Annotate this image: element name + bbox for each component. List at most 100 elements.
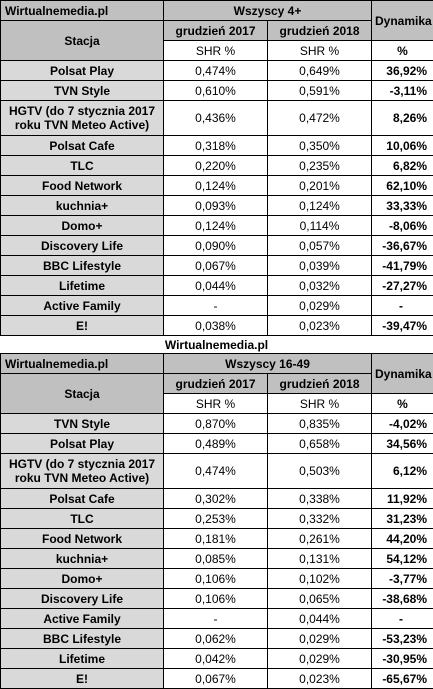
share-2018: 0,044% (268, 609, 372, 629)
dynamics-value: 34,56% (372, 434, 433, 454)
dynamics-unit-header: % (372, 41, 433, 61)
dynamics-value: -3,11% (372, 81, 433, 101)
unit-2017-header: SHR % (164, 394, 268, 414)
share-2017: - (164, 296, 268, 316)
share-2018: 0,032% (268, 276, 372, 296)
share-2017: 0,610% (164, 81, 268, 101)
share-2018: 0,350% (268, 136, 372, 156)
share-2018: 0,131% (268, 549, 372, 569)
period-2017-header: grudzień 2017 (164, 21, 268, 41)
share-2018: 0,658% (268, 434, 372, 454)
dynamics-value: -8,06% (372, 216, 433, 236)
watermark-text: Wirtualnemedia.pl (0, 336, 433, 353)
share-2018: 0,029% (268, 296, 372, 316)
table-row: HGTV (do 7 stycznia 2017 roku TVN Meteo … (1, 101, 433, 136)
dynamics-value: -30,95% (372, 649, 433, 669)
dynamics-value: 44,20% (372, 529, 433, 549)
table-row: Active Family-0,044%- (1, 609, 433, 629)
dynamics-value: -4,02% (372, 414, 433, 434)
share-2018: 0,235% (268, 156, 372, 176)
table-row: E!0,067%0,023%-65,67% (1, 669, 433, 689)
share-2017: 0,124% (164, 176, 268, 196)
station-name: TVN Style (1, 81, 164, 101)
station-name: Discovery Life (1, 236, 164, 256)
dynamics-value: - (372, 609, 433, 629)
dynamics-value: 11,92% (372, 489, 433, 509)
share-2018: 0,472% (268, 101, 372, 136)
station-name: E! (1, 316, 164, 336)
station-name: BBC Lifestyle (1, 629, 164, 649)
station-name: Discovery Life (1, 589, 164, 609)
station-name: Polsat Cafe (1, 136, 164, 156)
unit-2018-header: SHR % (268, 41, 372, 61)
station-name: TLC (1, 509, 164, 529)
dynamics-value: -41,79% (372, 256, 433, 276)
table-row: E!0,038%0,023%-39,47% (1, 316, 433, 336)
dynamics-value: -39,47% (372, 316, 433, 336)
unit-2017-header: SHR % (164, 41, 268, 61)
share-2017: 0,870% (164, 414, 268, 434)
dynamics-value: 6,12% (372, 454, 433, 489)
audience-group-header: Wszyscy 4+ (164, 1, 372, 21)
dynamics-value: -3,77% (372, 569, 433, 589)
station-name: E! (1, 669, 164, 689)
dynamics-value: 33,33% (372, 196, 433, 216)
share-2017: 0,106% (164, 589, 268, 609)
dynamics-value: 36,92% (372, 61, 433, 81)
share-2018: 0,261% (268, 529, 372, 549)
share-2018: 0,023% (268, 316, 372, 336)
dynamics-header: Dynamika (372, 354, 433, 394)
table-row: HGTV (do 7 stycznia 2017 roku TVN Meteo … (1, 454, 433, 489)
share-2018: 0,057% (268, 236, 372, 256)
share-2017: 0,038% (164, 316, 268, 336)
share-2017: 0,318% (164, 136, 268, 156)
share-2017: 0,085% (164, 549, 268, 569)
station-name: Lifetime (1, 649, 164, 669)
share-2017: 0,090% (164, 236, 268, 256)
station-name: Active Family (1, 609, 164, 629)
share-2018: 0,649% (268, 61, 372, 81)
station-name: Polsat Cafe (1, 489, 164, 509)
share-2018: 0,029% (268, 649, 372, 669)
dynamics-value: - (372, 296, 433, 316)
audience-group-header: Wszyscy 16-49 (164, 354, 372, 374)
dynamics-value: -38,68% (372, 589, 433, 609)
share-2017: 0,474% (164, 61, 268, 81)
dynamics-value: -27,27% (372, 276, 433, 296)
share-2018: 0,332% (268, 509, 372, 529)
station-name: Polsat Play (1, 434, 164, 454)
unit-2018-header: SHR % (268, 394, 372, 414)
dynamics-value: 62,10% (372, 176, 433, 196)
station-name: Food Network (1, 176, 164, 196)
share-2017: 0,302% (164, 489, 268, 509)
station-header: Stacja (1, 21, 164, 61)
table-row: kuchnia+0,085%0,131%54,12% (1, 549, 433, 569)
brand-cell: Wirtualnemedia.pl (1, 354, 164, 374)
share-2018: 0,503% (268, 454, 372, 489)
watermark-strip: Wirtualnemedia.pl (0, 336, 433, 353)
station-name: HGTV (do 7 stycznia 2017 roku TVN Meteo … (1, 454, 164, 489)
dynamics-value: -36,67% (372, 236, 433, 256)
station-name: TLC (1, 156, 164, 176)
table-row: Domo+0,124%0,114%-8,06% (1, 216, 433, 236)
station-name: Domo+ (1, 216, 164, 236)
share-2017: 0,062% (164, 629, 268, 649)
station-name: TVN Style (1, 414, 164, 434)
share-2017: 0,106% (164, 569, 268, 589)
period-2018-header: grudzień 2018 (268, 374, 372, 394)
